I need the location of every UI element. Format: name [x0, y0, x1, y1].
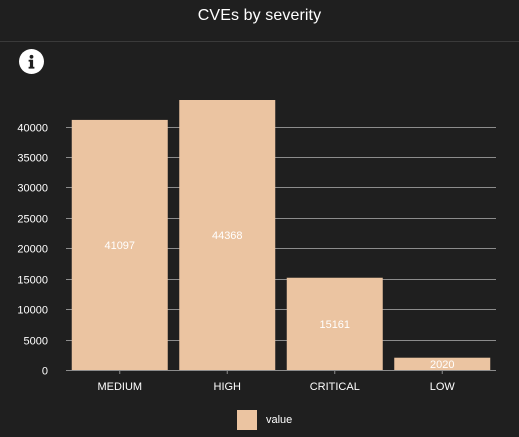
- y-tick-label-35000: 35000: [17, 153, 48, 165]
- x-tick-label-medium: MEDIUM: [97, 381, 142, 393]
- y-tick-label-25000: 25000: [17, 214, 48, 226]
- bar-medium: [71, 119, 168, 370]
- legend-label: value: [266, 414, 293, 426]
- data-label-medium: 41097: [104, 240, 135, 252]
- y-tick-label-5000: 5000: [24, 336, 48, 348]
- bar-high: [179, 100, 276, 370]
- x-tick-label-critical: CRITICAL: [310, 381, 360, 393]
- y-tick-label-0: 0: [42, 366, 48, 378]
- y-tick-label-40000: 40000: [17, 123, 48, 135]
- chart-title: CVEs by severity: [197, 7, 322, 24]
- x-tick-label-high: HIGH: [214, 381, 242, 393]
- data-label-critical: 15161: [319, 319, 350, 331]
- x-tick-label-low: LOW: [430, 381, 456, 393]
- legend-swatch: [237, 410, 257, 430]
- bar-critical: [286, 277, 383, 370]
- data-label-high: 44368: [212, 230, 243, 242]
- y-tick-label-20000: 20000: [17, 244, 48, 256]
- y-tick-label-15000: 15000: [17, 275, 48, 287]
- info-icon[interactable]: [19, 49, 44, 74]
- legend[interactable]: value: [237, 410, 292, 430]
- bar-chart: 0 5000 10000 15000 20000 25000 30000 35000 40000…: [17, 100, 496, 393]
- panel-header: CVEs by severity: [0, 0, 519, 42]
- y-tick-label-30000: 30000: [17, 183, 48, 195]
- data-label-low: 2020: [430, 359, 454, 371]
- bar-low: [394, 357, 491, 370]
- y-tick-label-10000: 10000: [17, 305, 48, 317]
